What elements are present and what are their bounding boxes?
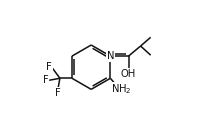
Text: N: N xyxy=(107,51,114,61)
Text: F: F xyxy=(46,62,52,72)
Text: OH: OH xyxy=(121,69,136,79)
Text: F: F xyxy=(43,75,48,85)
Text: F: F xyxy=(55,88,61,98)
Text: NH$_2$: NH$_2$ xyxy=(110,83,131,96)
